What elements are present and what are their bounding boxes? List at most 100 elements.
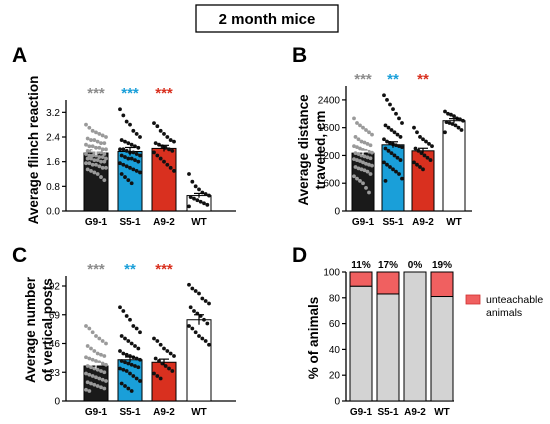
title-box bbox=[195, 4, 339, 33]
data-point bbox=[382, 93, 386, 98]
data-point bbox=[364, 185, 368, 190]
data-point bbox=[356, 152, 361, 156]
data-point bbox=[104, 135, 108, 139]
data-point bbox=[383, 123, 388, 128]
data-point bbox=[364, 128, 368, 132]
data-label: 0% bbox=[408, 260, 423, 271]
data-point bbox=[85, 148, 90, 153]
data-point bbox=[97, 145, 102, 150]
data-point bbox=[365, 155, 370, 160]
data-point bbox=[124, 164, 129, 169]
data-point bbox=[383, 146, 388, 151]
data-point bbox=[134, 356, 139, 361]
data-point bbox=[391, 167, 395, 172]
data-point bbox=[97, 164, 102, 169]
data-point bbox=[412, 160, 416, 165]
data-point bbox=[207, 193, 211, 198]
data-point bbox=[104, 341, 108, 346]
data-point bbox=[94, 162, 98, 167]
significance-stars: *** bbox=[155, 85, 173, 102]
data-point bbox=[128, 165, 132, 170]
data-point bbox=[123, 384, 127, 388]
data-point bbox=[383, 179, 388, 183]
data-point bbox=[87, 389, 92, 393]
data-point bbox=[121, 162, 126, 167]
data-point bbox=[361, 181, 365, 186]
panel-label: D bbox=[292, 244, 307, 267]
data-point bbox=[92, 349, 97, 353]
data-point bbox=[95, 158, 100, 163]
data-point bbox=[100, 377, 105, 382]
data-point bbox=[356, 137, 361, 142]
data-point bbox=[358, 159, 362, 163]
data-point bbox=[362, 168, 367, 173]
data-point bbox=[158, 156, 163, 161]
data-point bbox=[85, 167, 90, 172]
data-point bbox=[124, 369, 129, 373]
data-point bbox=[121, 367, 126, 372]
data-point bbox=[102, 386, 107, 391]
data-point bbox=[94, 334, 98, 338]
data-point bbox=[453, 123, 458, 128]
data-point bbox=[158, 342, 163, 347]
data-point bbox=[133, 344, 137, 348]
data-point bbox=[172, 169, 176, 173]
data-point bbox=[200, 296, 205, 301]
data-point bbox=[168, 138, 173, 142]
data-point bbox=[133, 158, 137, 163]
data-point bbox=[155, 374, 160, 378]
data-point bbox=[118, 107, 122, 112]
data-point bbox=[134, 132, 139, 136]
data-point bbox=[97, 336, 102, 341]
data-point bbox=[400, 145, 404, 150]
data-point bbox=[94, 145, 98, 150]
data-point bbox=[126, 156, 131, 161]
x-tick-label: S5-1 bbox=[382, 217, 404, 228]
data-point bbox=[416, 148, 421, 153]
y-axis-label-line: Average number bbox=[23, 276, 38, 383]
data-point bbox=[119, 153, 124, 158]
data-point bbox=[205, 321, 210, 326]
data-point bbox=[397, 116, 401, 121]
y-tick-label: 2.4 bbox=[46, 133, 60, 144]
data-point bbox=[84, 152, 88, 156]
data-point bbox=[102, 152, 107, 156]
y-tick-label: 1.6 bbox=[46, 157, 60, 168]
data-point bbox=[134, 152, 139, 156]
data-point bbox=[90, 153, 95, 158]
x-tick-label: S5-1 bbox=[377, 407, 399, 418]
data-point bbox=[172, 139, 176, 144]
data-point bbox=[394, 169, 398, 174]
bar-teachable bbox=[403, 271, 427, 402]
data-point bbox=[443, 109, 447, 114]
panel-label: B bbox=[292, 44, 307, 67]
data-point bbox=[202, 201, 206, 206]
data-point bbox=[128, 371, 132, 376]
data-point bbox=[102, 370, 107, 375]
data-point bbox=[97, 155, 102, 159]
data-point bbox=[190, 326, 195, 331]
significance-stars: *** bbox=[155, 261, 173, 278]
data-point bbox=[84, 387, 88, 392]
data-point bbox=[168, 351, 173, 356]
data-point bbox=[187, 204, 191, 209]
data-point bbox=[398, 135, 403, 139]
data-point bbox=[165, 162, 170, 167]
data-point bbox=[352, 174, 356, 179]
y-axis-label: % of animals bbox=[306, 297, 321, 380]
bar-unteachable bbox=[349, 271, 373, 287]
data-point bbox=[193, 289, 198, 293]
data-point bbox=[188, 195, 193, 200]
significance-stars: ** bbox=[124, 261, 136, 278]
x-tick-label: S5-1 bbox=[119, 217, 141, 228]
data-point bbox=[412, 125, 416, 130]
y-axis-label: Average flinch reaction bbox=[26, 76, 41, 225]
data-point bbox=[118, 147, 122, 152]
data-point bbox=[121, 113, 126, 118]
data-point bbox=[85, 136, 90, 141]
data-point bbox=[203, 192, 208, 196]
data-point bbox=[121, 351, 126, 356]
data-point bbox=[382, 160, 386, 165]
data-point bbox=[104, 156, 108, 161]
